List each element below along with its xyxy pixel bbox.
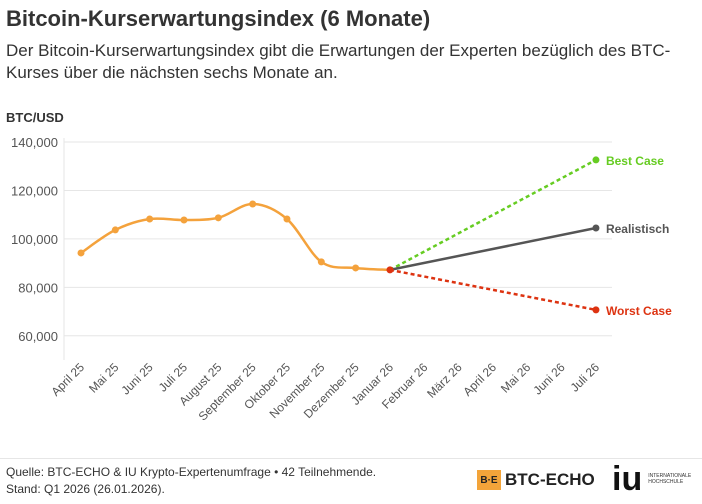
scenario-line xyxy=(389,268,597,312)
x-tick-label: Juni 26 xyxy=(530,360,567,397)
iu-mark: iu xyxy=(612,460,643,498)
chart-subtitle: Der Bitcoin-Kurserwartungsindex gibt die… xyxy=(6,41,671,82)
source-note: Quelle: BTC-ECHO & IU Krypto-Expertenumf… xyxy=(6,465,377,479)
history-point xyxy=(317,258,325,266)
scenario-point xyxy=(592,224,600,232)
iu-wordmark: INTERNATIONALE HOCHSCHULE xyxy=(648,473,692,485)
iu-logo: iu INTERNATIONALE HOCHSCHULE xyxy=(612,460,692,498)
history-point xyxy=(352,264,360,272)
x-tick-label: Mai 26 xyxy=(498,360,534,396)
history-point xyxy=(283,215,291,223)
line-chart: 60,000 80,000 100,000 120,000 140,000 April 2… xyxy=(11,135,672,423)
footer: Quelle: BTC-ECHO & IU Krypto-Expertenumf… xyxy=(6,464,376,498)
x-tick-label: April 26 xyxy=(460,360,499,399)
history-point xyxy=(386,266,394,274)
history-point xyxy=(77,249,85,257)
x-tick-label: April 25 xyxy=(48,360,87,399)
y-tick-label: 120,000 xyxy=(11,183,58,198)
scenario-line xyxy=(389,226,597,272)
history-point xyxy=(214,214,222,222)
scenario-label: Worst Case xyxy=(606,304,672,318)
y-tick-label: 100,000 xyxy=(11,232,58,247)
scenario-label: Best Case xyxy=(606,154,664,168)
date-note: Stand: Q1 2026 (26.01.2026). xyxy=(6,482,165,496)
x-tick-label: Juli 26 xyxy=(568,360,603,395)
history-point xyxy=(146,215,154,223)
y-tick-label: 60,000 xyxy=(18,329,58,344)
scenario-line xyxy=(389,158,597,271)
btc-echo-mark: B·E xyxy=(477,470,501,490)
x-tick-label: Juni 25 xyxy=(119,360,156,397)
history-point xyxy=(111,226,119,234)
scenario-point xyxy=(592,156,600,164)
scenario-point xyxy=(592,306,600,314)
footer-divider xyxy=(0,458,702,459)
btc-echo-wordmark: BTC-ECHO xyxy=(505,470,595,489)
scenario-label: Realistisch xyxy=(606,222,669,236)
history-point xyxy=(249,200,257,208)
chart-title: Bitcoin-Kurserwartungsindex (6 Monate) xyxy=(6,6,431,31)
y-tick-label: 80,000 xyxy=(18,280,58,295)
btc-echo-logo: B·E BTC-ECHO xyxy=(477,470,595,490)
x-tick-label: Mai 25 xyxy=(86,360,122,396)
history-point xyxy=(180,216,188,224)
y-tick-label: 140,000 xyxy=(11,135,58,150)
x-tick-label: März 26 xyxy=(424,360,465,401)
y-axis-label: BTC/USD xyxy=(6,110,64,125)
history-line xyxy=(80,202,391,272)
